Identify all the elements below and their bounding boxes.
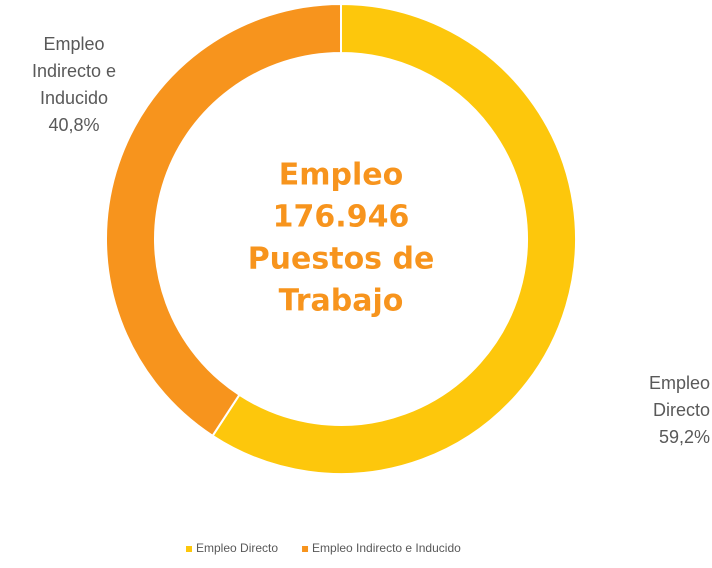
legend-label: Empleo Indirecto e Inducido bbox=[312, 541, 461, 555]
center-text: Puestos de bbox=[248, 242, 435, 277]
label-value: 40,8% bbox=[48, 115, 100, 135]
legend-swatch bbox=[186, 546, 192, 552]
label-value: 59,2% bbox=[658, 427, 710, 447]
center-text: 176.946 bbox=[273, 200, 410, 235]
label-category: Empleo Indirecto e Inducido bbox=[31, 34, 117, 108]
center-text: Empleo bbox=[279, 158, 403, 193]
center-text: Trabajo bbox=[279, 284, 404, 319]
donut-segment bbox=[211, 2, 577, 475]
data-label: Empleo Directo 59,2% bbox=[600, 370, 710, 451]
label-category: Empleo Directo bbox=[648, 373, 710, 420]
legend: Empleo Directo Empleo Indirecto e Inducid… bbox=[186, 541, 461, 555]
legend-label: Empleo Directo bbox=[196, 541, 278, 555]
legend-swatch bbox=[302, 546, 309, 552]
donut-segment bbox=[105, 2, 342, 438]
data-label: Empleo Indirecto e Inducido 40,8% bbox=[12, 31, 136, 139]
